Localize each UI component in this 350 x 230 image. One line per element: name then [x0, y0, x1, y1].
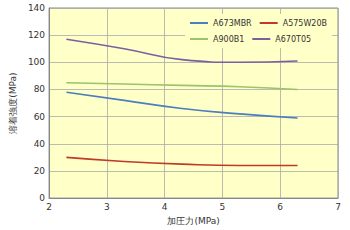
svg-text:140: 140 [28, 3, 45, 13]
svg-text:溶着強度(MPa): 溶着強度(MPa) [8, 72, 18, 133]
svg-text:20: 20 [34, 166, 46, 176]
svg-text:A673MBR: A673MBR [213, 19, 252, 28]
svg-text:100: 100 [28, 57, 45, 67]
svg-text:A900B1: A900B1 [213, 35, 244, 44]
svg-text:3: 3 [104, 202, 110, 212]
svg-text:80: 80 [34, 84, 46, 94]
svg-text:加圧力(MPa): 加圧力(MPa) [167, 216, 219, 226]
svg-text:40: 40 [34, 139, 46, 149]
svg-text:A575W20B: A575W20B [283, 19, 327, 28]
svg-text:4: 4 [162, 202, 168, 212]
svg-text:A670T05: A670T05 [275, 35, 311, 44]
svg-text:7: 7 [335, 202, 341, 212]
svg-text:120: 120 [28, 30, 45, 40]
svg-text:5: 5 [220, 202, 226, 212]
svg-text:60: 60 [34, 112, 46, 122]
svg-text:0: 0 [39, 193, 45, 203]
svg-text:6: 6 [277, 202, 283, 212]
svg-text:2: 2 [46, 202, 52, 212]
